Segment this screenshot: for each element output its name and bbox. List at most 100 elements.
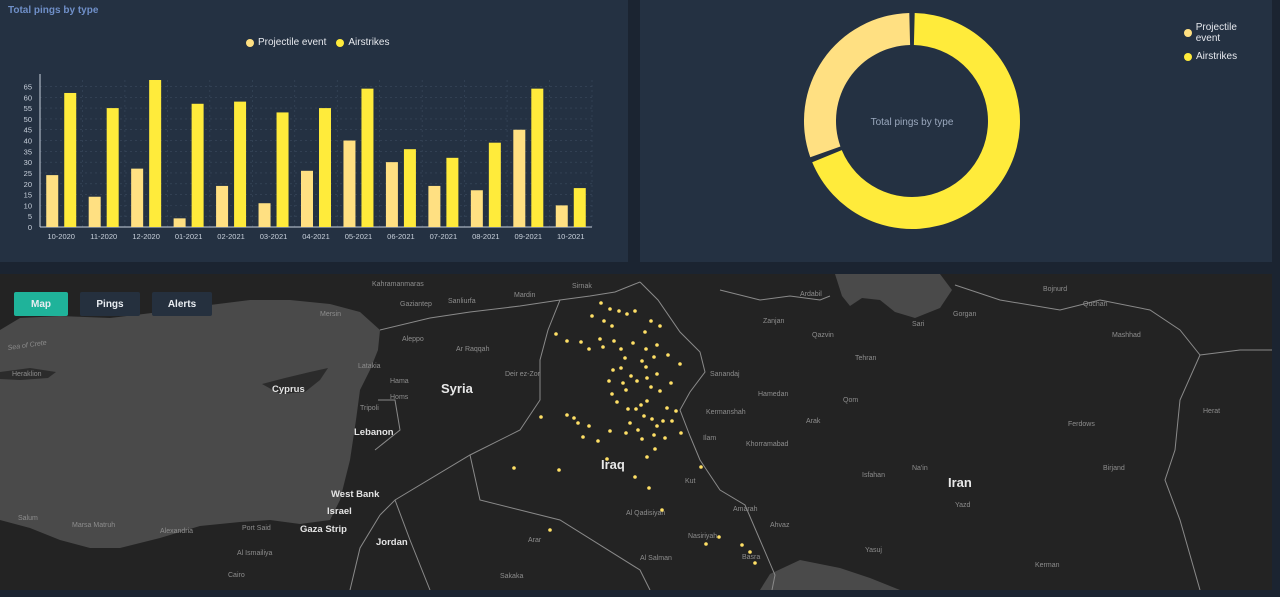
ping-marker[interactable] [599, 301, 603, 305]
ping-marker[interactable] [661, 419, 665, 423]
bar-airstrikes[interactable] [64, 92, 77, 228]
bar-airstrikes[interactable] [573, 188, 586, 227]
ping-marker[interactable] [590, 314, 594, 318]
ping-marker[interactable] [512, 466, 516, 470]
bar-airstrikes[interactable] [446, 157, 459, 227]
ping-marker[interactable] [658, 324, 662, 328]
tab-alerts[interactable]: Alerts [152, 292, 212, 316]
ping-marker[interactable] [554, 332, 558, 336]
ping-marker[interactable] [633, 475, 637, 479]
bar-airstrikes[interactable] [488, 142, 501, 227]
ping-marker[interactable] [655, 343, 659, 347]
ping-marker[interactable] [704, 542, 708, 546]
ping-marker[interactable] [635, 379, 639, 383]
bar-airstrikes[interactable] [361, 88, 374, 227]
tab-map[interactable]: Map [14, 292, 68, 316]
ping-marker[interactable] [679, 431, 683, 435]
legend-item-airstrikes[interactable]: Airstrikes [336, 37, 390, 48]
ping-marker[interactable] [639, 403, 643, 407]
legend-item-projectile[interactable]: Projectile event [1184, 22, 1262, 44]
bar-projectile[interactable] [343, 140, 356, 227]
bar-airstrikes[interactable] [234, 101, 247, 227]
ping-marker[interactable] [615, 400, 619, 404]
ping-marker[interactable] [607, 379, 611, 383]
ping-marker[interactable] [634, 407, 638, 411]
bar-airstrikes[interactable] [531, 88, 544, 227]
ping-marker[interactable] [565, 413, 569, 417]
ping-marker[interactable] [670, 419, 674, 423]
ping-marker[interactable] [611, 368, 615, 372]
map-panel[interactable]: Kahramanmaras Gaziantep Sanliurfa Mardin… [0, 274, 1272, 590]
ping-marker[interactable] [652, 433, 656, 437]
ping-marker[interactable] [624, 388, 628, 392]
ping-marker[interactable] [717, 535, 721, 539]
ping-marker[interactable] [579, 340, 583, 344]
ping-marker[interactable] [674, 409, 678, 413]
ping-marker[interactable] [623, 356, 627, 360]
ping-marker[interactable] [699, 465, 703, 469]
ping-marker[interactable] [660, 508, 664, 512]
ping-marker[interactable] [608, 307, 612, 311]
ping-marker[interactable] [631, 341, 635, 345]
donut-slice-airstrikes[interactable] [812, 13, 1020, 230]
ping-marker[interactable] [557, 468, 561, 472]
ping-marker[interactable] [625, 312, 629, 316]
donut-slice-projectile[interactable] [804, 13, 911, 158]
ping-marker[interactable] [626, 407, 630, 411]
bar-projectile[interactable] [46, 175, 59, 227]
bar-airstrikes[interactable] [191, 103, 204, 227]
legend-item-airstrikes[interactable]: Airstrikes [1184, 51, 1262, 62]
ping-marker[interactable] [581, 435, 585, 439]
ping-marker[interactable] [548, 528, 552, 532]
ping-marker[interactable] [666, 353, 670, 357]
legend-item-projectile[interactable]: Projectile event [246, 37, 326, 48]
donut-legend[interactable]: Projectile event Airstrikes [1184, 22, 1272, 69]
bar-projectile[interactable] [88, 196, 101, 227]
ping-marker[interactable] [678, 362, 682, 366]
ping-marker[interactable] [642, 414, 646, 418]
ping-marker[interactable] [576, 421, 580, 425]
ping-marker[interactable] [645, 376, 649, 380]
ping-marker[interactable] [640, 359, 644, 363]
ping-marker[interactable] [655, 424, 659, 428]
ping-marker[interactable] [649, 319, 653, 323]
bar-airstrikes[interactable] [276, 112, 289, 227]
ping-marker[interactable] [665, 406, 669, 410]
ping-marker[interactable] [669, 381, 673, 385]
bar-airstrikes[interactable] [106, 108, 119, 227]
ping-marker[interactable] [633, 309, 637, 313]
map-canvas[interactable]: Kahramanmaras Gaziantep Sanliurfa Mardin… [0, 274, 1272, 590]
ping-marker[interactable] [572, 416, 576, 420]
tab-pings[interactable]: Pings [80, 292, 140, 316]
bar-projectile[interactable] [131, 168, 144, 227]
ping-marker[interactable] [653, 447, 657, 451]
ping-marker[interactable] [619, 347, 623, 351]
ping-marker[interactable] [649, 385, 653, 389]
ping-marker[interactable] [610, 324, 614, 328]
ping-marker[interactable] [539, 415, 543, 419]
ping-marker[interactable] [596, 439, 600, 443]
ping-marker[interactable] [605, 457, 609, 461]
bar-airstrikes[interactable] [403, 149, 416, 227]
bar-projectile[interactable] [385, 162, 398, 227]
pings-layer[interactable] [512, 301, 757, 565]
ping-marker[interactable] [655, 372, 659, 376]
ping-marker[interactable] [587, 347, 591, 351]
ping-marker[interactable] [617, 309, 621, 313]
bar-projectile[interactable] [555, 205, 568, 227]
ping-marker[interactable] [740, 543, 744, 547]
ping-marker[interactable] [598, 337, 602, 341]
ping-marker[interactable] [619, 366, 623, 370]
ping-marker[interactable] [621, 381, 625, 385]
ping-marker[interactable] [647, 486, 651, 490]
ping-marker[interactable] [652, 355, 656, 359]
ping-marker[interactable] [636, 428, 640, 432]
map-view-tabs[interactable]: Map Pings Alerts [14, 292, 212, 316]
ping-marker[interactable] [610, 392, 614, 396]
bar-projectile[interactable] [513, 129, 526, 227]
ping-marker[interactable] [644, 347, 648, 351]
ping-marker[interactable] [587, 424, 591, 428]
ping-marker[interactable] [602, 319, 606, 323]
ping-marker[interactable] [628, 421, 632, 425]
ping-marker[interactable] [612, 339, 616, 343]
